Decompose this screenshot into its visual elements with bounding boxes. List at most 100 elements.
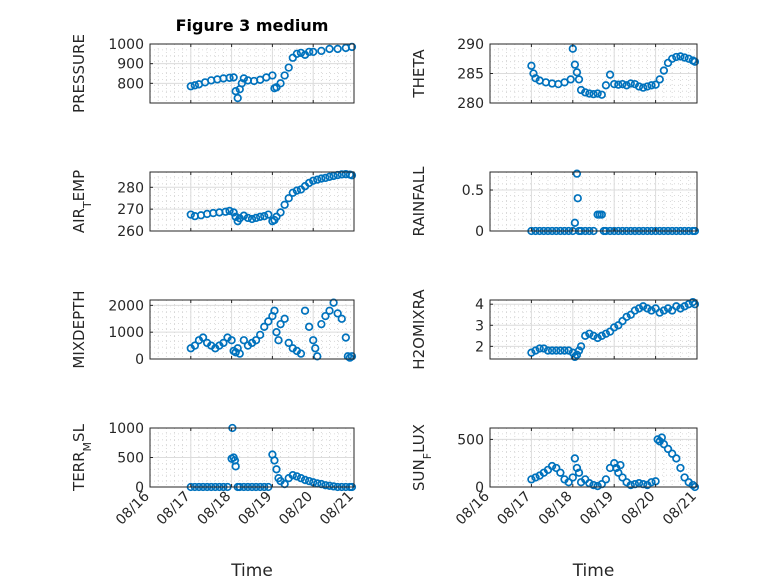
data-point bbox=[597, 210, 606, 219]
data-point bbox=[531, 346, 540, 355]
y-tick-label: 285 bbox=[457, 67, 484, 83]
data-point bbox=[247, 214, 257, 224]
data-point bbox=[272, 212, 281, 221]
data-point bbox=[535, 344, 544, 353]
data-point bbox=[239, 336, 248, 345]
x-tick-label: 08/21 bbox=[660, 489, 700, 529]
data-point bbox=[276, 208, 285, 217]
data-point bbox=[341, 333, 350, 342]
y-tick-label: 270 bbox=[117, 202, 144, 218]
data-point bbox=[288, 53, 297, 62]
data-point bbox=[325, 44, 334, 54]
data-point bbox=[221, 207, 230, 216]
data-point bbox=[556, 468, 565, 477]
data-point bbox=[276, 79, 285, 88]
data-point bbox=[618, 316, 627, 326]
data-point bbox=[251, 336, 261, 345]
data-point bbox=[274, 336, 283, 345]
data-point bbox=[256, 330, 265, 340]
data-point bbox=[634, 82, 644, 91]
data-point bbox=[601, 81, 611, 90]
data-point bbox=[663, 58, 673, 68]
y-tick-label: 280 bbox=[117, 180, 144, 196]
data-point bbox=[264, 210, 273, 219]
data-point bbox=[547, 346, 557, 355]
data-point bbox=[309, 336, 318, 345]
data-point bbox=[680, 302, 689, 311]
y-axis-label: PRESSURE bbox=[70, 34, 88, 113]
data-point bbox=[288, 188, 297, 197]
data-point bbox=[589, 89, 598, 99]
data-point bbox=[229, 208, 238, 217]
data-point bbox=[651, 304, 660, 313]
data-point bbox=[581, 88, 590, 97]
data-point bbox=[284, 338, 293, 348]
y-tick-label: 0 bbox=[135, 480, 144, 496]
data-point bbox=[659, 306, 669, 315]
data-point bbox=[605, 70, 615, 79]
data-point bbox=[589, 480, 598, 490]
data-point bbox=[572, 68, 582, 77]
data-point bbox=[668, 449, 677, 458]
data-point bbox=[325, 172, 334, 181]
data-point bbox=[597, 90, 606, 99]
data-point bbox=[560, 346, 569, 355]
data-point bbox=[309, 176, 318, 185]
data-point bbox=[574, 75, 584, 84]
data-point bbox=[663, 304, 673, 313]
data-point bbox=[337, 314, 346, 323]
axes-box bbox=[489, 299, 698, 360]
data-point bbox=[630, 79, 640, 89]
data-point bbox=[574, 346, 584, 355]
data-point bbox=[568, 473, 577, 482]
y-axis-label: TERRMSL bbox=[70, 423, 94, 492]
data-point bbox=[313, 352, 322, 361]
x-tick-label: 08/17 bbox=[154, 489, 194, 529]
data-point bbox=[317, 174, 326, 183]
y-tick-label: 1000 bbox=[108, 421, 144, 437]
data-point bbox=[280, 200, 289, 209]
data-point bbox=[688, 297, 698, 307]
y-tick-label: 280 bbox=[457, 96, 484, 112]
data-point bbox=[610, 323, 619, 332]
y-tick-label: 1000 bbox=[108, 325, 144, 341]
data-point bbox=[672, 52, 681, 62]
data-point bbox=[329, 171, 338, 181]
y-tick-label: 2 bbox=[475, 339, 484, 355]
data-point bbox=[676, 463, 685, 473]
data-point bbox=[610, 79, 619, 89]
y-axis-label: SUNFLUX bbox=[410, 424, 434, 491]
data-point bbox=[309, 47, 318, 57]
y-axis-label: AIRTEMP bbox=[70, 170, 94, 233]
data-point bbox=[231, 348, 240, 357]
data-point bbox=[672, 454, 681, 463]
data-point bbox=[676, 304, 685, 313]
data-point bbox=[639, 83, 648, 92]
data-point bbox=[317, 319, 326, 329]
data-point bbox=[311, 344, 320, 353]
x-tick-label: 08/19 bbox=[235, 489, 275, 529]
data-point bbox=[585, 479, 594, 488]
data-point bbox=[264, 317, 273, 326]
y-axis-label: THETA bbox=[410, 49, 428, 99]
data-point bbox=[593, 481, 602, 491]
data-point bbox=[198, 333, 208, 342]
x-tick-label: 08/19 bbox=[577, 489, 617, 529]
data-point bbox=[573, 194, 582, 203]
data-point bbox=[313, 175, 322, 184]
data-point bbox=[572, 463, 582, 473]
panel-rainfall: 0 0.5 RAINFALL bbox=[410, 166, 700, 240]
data-point bbox=[576, 85, 586, 95]
chart-title: Figure 3 medium bbox=[176, 16, 329, 35]
data-point bbox=[325, 306, 334, 315]
axes-box bbox=[489, 427, 698, 488]
data-point bbox=[601, 475, 611, 484]
data-point bbox=[272, 465, 281, 474]
data-point bbox=[529, 69, 538, 78]
axes-box bbox=[149, 43, 355, 104]
data-point bbox=[300, 475, 310, 485]
data-point bbox=[570, 352, 580, 362]
data-point bbox=[270, 456, 279, 465]
data-point bbox=[233, 93, 242, 103]
y-tick-label: 260 bbox=[117, 224, 144, 240]
